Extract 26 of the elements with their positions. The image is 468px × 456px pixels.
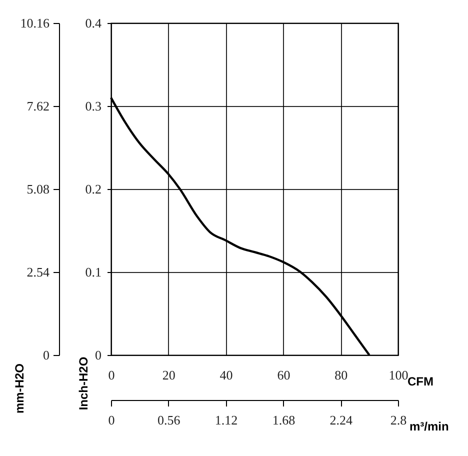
y2-axis-title: mm-H2O [12, 363, 26, 414]
x-axis-title: CFM [408, 374, 434, 388]
x2-axis-title: m³/min [410, 420, 449, 434]
x2-tick-label: 2.8 [390, 412, 407, 428]
y-tick-label: 0.2 [85, 182, 102, 196]
x-tick-label: 0 [108, 368, 115, 382]
y-tick-label: 0 [95, 348, 102, 362]
x-tick-label: 100 [388, 368, 408, 382]
y-tick-label: 0.3 [85, 98, 102, 114]
x-tick-label: 40 [220, 368, 233, 382]
x2-tick-label: 2.24 [330, 412, 353, 428]
y-tick-label: 0.4 [85, 16, 102, 30]
y2-tick-label: 0 [43, 348, 50, 362]
x-tick-label: 60 [277, 368, 290, 382]
x2-tick-label: 1.12 [214, 412, 238, 428]
y2-tick-label: 10.16 [20, 16, 50, 30]
y2-tick-label: 5.08 [26, 182, 50, 196]
x-tick-label: 20 [162, 368, 176, 382]
y-axis-title: Inch-H2O [76, 356, 90, 410]
x2-tick-label: 0.56 [158, 412, 181, 428]
x2-tick-label: 1.68 [272, 412, 296, 428]
x-tick-label: 80 [334, 368, 348, 382]
x2-tick-label: 0 [108, 412, 115, 428]
y2-tick-label: 7.62 [26, 98, 50, 114]
y2-tick-label: 2.54 [26, 264, 50, 280]
y-tick-label: 0.1 [85, 264, 102, 280]
